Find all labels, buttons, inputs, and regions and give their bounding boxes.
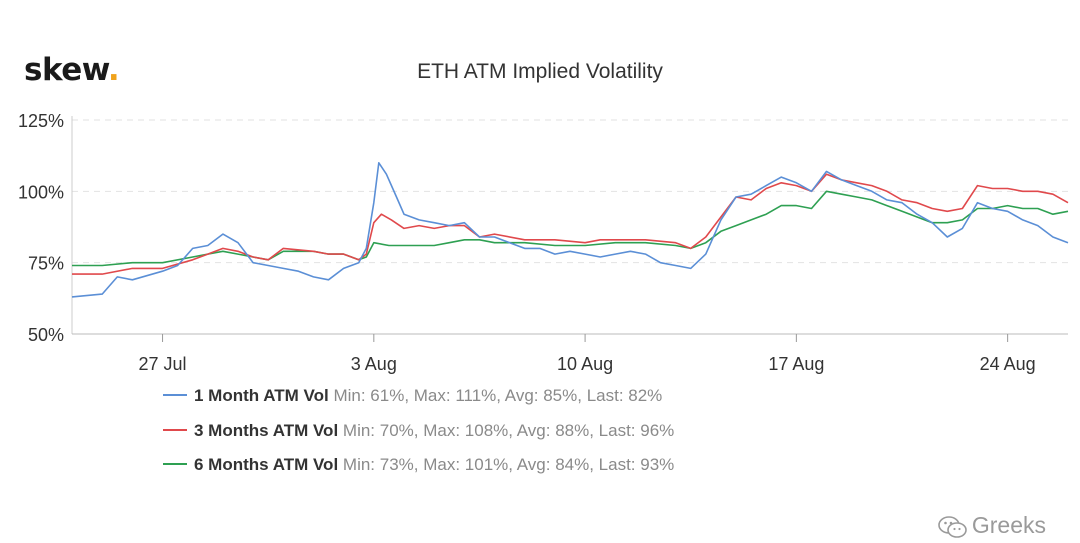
y-tick-label: 125% (18, 111, 64, 131)
series-line-1 (71, 162, 1069, 298)
x-tick-label: 10 Aug (557, 354, 613, 374)
y-axis: 50% 75% 100% 125% (18, 111, 73, 345)
wechat-icon (938, 516, 967, 538)
legend-series-name: 6 Months ATM Vol (194, 455, 339, 474)
legend-item-6-months[interactable]: 6 Months ATM Vol Min: 73%, Max: 101%, Av… (163, 455, 674, 475)
legend-series-stats: Min: 61%, Max: 111%, Avg: 85%, Last: 82% (333, 386, 663, 405)
watermark-text: Greeks (971, 512, 1046, 538)
legend-swatch (163, 428, 187, 431)
y-tick-label: 100% (18, 182, 64, 202)
x-axis: 27 Jul 3 Aug 10 Aug 17 Aug 24 Aug (72, 333, 1068, 374)
legend-swatch (163, 393, 187, 396)
series-lines (71, 162, 1069, 298)
series-line-2 (72, 173, 1069, 275)
legend-series-stats: Min: 70%, Max: 108%, Avg: 88%, Last: 96% (342, 421, 675, 440)
gridlines (72, 119, 1068, 264)
legend-series-stats: Min: 73%, Max: 101%, Avg: 84%, Last: 93% (342, 455, 675, 474)
x-tick-label: 17 Aug (768, 354, 824, 374)
y-tick-label: 50% (28, 325, 64, 345)
x-tick-label: 24 Aug (980, 354, 1036, 374)
volatility-chart: 50% 75% 100% 125% 27 Jul 3 Aug 10 Aug 17 Aug 24… (18, 111, 1069, 374)
chart-title: ETH ATM Implied Volatility (417, 60, 663, 83)
x-tick-label: 27 Jul (139, 354, 187, 374)
legend-series-name: 1 Month ATM Vol (194, 386, 329, 405)
legend-item-3-months[interactable]: 3 Months ATM Vol Min: 70%, Max: 108%, Av… (163, 421, 674, 441)
legend-swatch (163, 462, 187, 465)
y-tick-label: 75% (28, 254, 64, 274)
logo-dot: . (107, 52, 120, 88)
x-tick-label: 3 Aug (351, 354, 397, 374)
watermark: Greeks (938, 512, 1046, 539)
skew-logo: skew. (24, 52, 120, 88)
legend-item-1-month[interactable]: 1 Month ATM Vol Min: 61%, Max: 111%, Avg… (163, 386, 662, 406)
legend-series-name: 3 Months ATM Vol (194, 421, 339, 440)
